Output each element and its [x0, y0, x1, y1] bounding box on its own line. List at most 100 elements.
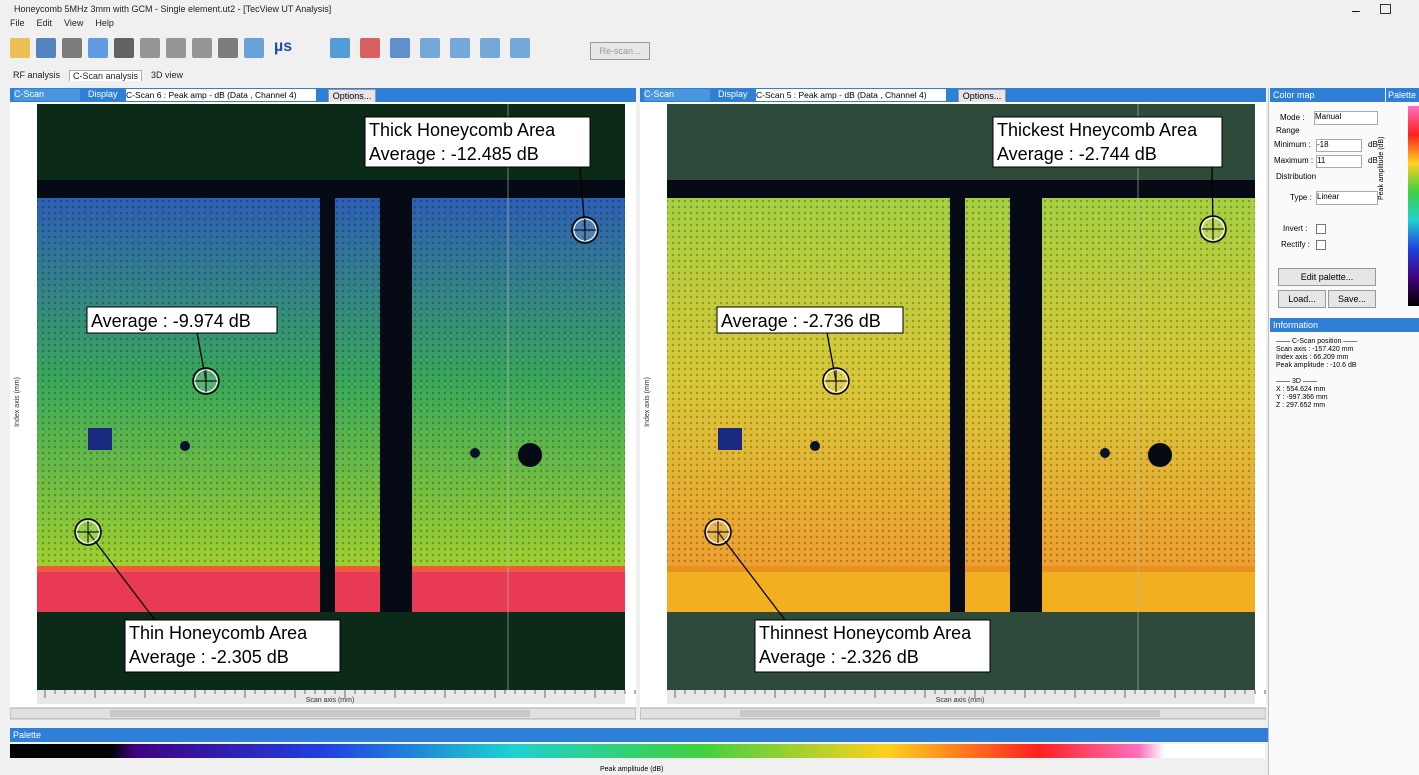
- color-map-label: Range: [1276, 126, 1300, 135]
- toolbar-button[interactable]: [114, 38, 134, 58]
- toolbar: µs Re-scan...: [10, 32, 650, 66]
- toolbar-button[interactable]: [390, 38, 410, 58]
- view-select[interactable]: C-Scan: [644, 89, 710, 101]
- toolbar-button[interactable]: [218, 38, 238, 58]
- tab[interactable]: C-Scan analysis: [69, 70, 142, 81]
- toolbar-button[interactable]: [420, 38, 440, 58]
- display-select[interactable]: C-Scan 5 : Peak amp - dB (Data , Channel…: [756, 89, 946, 101]
- toolbar-button[interactable]: [166, 38, 186, 58]
- stripe: [320, 180, 335, 612]
- information-line: Z : 297.652 mm: [1276, 402, 1325, 409]
- menu-bar: File Edit View Help: [10, 18, 114, 28]
- invert-checkbox[interactable]: [1316, 224, 1326, 234]
- palette-axis-label: Peak amplitude (dB): [1378, 137, 1385, 200]
- color-map-header: Color map: [1270, 88, 1385, 102]
- scrollbar-thumb: [740, 710, 1160, 717]
- toolbar-button[interactable]: [10, 38, 30, 58]
- min-input[interactable]: -18: [1316, 139, 1362, 152]
- defect: [88, 428, 112, 450]
- save-button[interactable]: Save...: [1328, 290, 1376, 308]
- color-map-label: Maximum :: [1274, 156, 1313, 165]
- unit: dB: [1368, 156, 1378, 165]
- information-line: Peak amplitude : -10.6 dB: [1276, 362, 1357, 369]
- annotation-text: Average : -2.326 dB: [759, 647, 919, 667]
- toolbar-button[interactable]: [140, 38, 160, 58]
- toolbar-button[interactable]: [450, 38, 470, 58]
- defect: [180, 441, 190, 451]
- annotation-text: Average : -9.974 dB: [91, 311, 251, 331]
- type-select[interactable]: Linear: [1316, 191, 1378, 205]
- y-axis-label: Index axis (mm): [644, 377, 651, 427]
- color-map-label: Type :: [1290, 193, 1312, 202]
- c-scan-view: Scan axis (mm)Index axis (mm)Thick Honey…: [10, 102, 636, 720]
- defect: [1100, 448, 1110, 458]
- color-map-label: Distribution: [1276, 172, 1316, 181]
- tab[interactable]: 3D view: [148, 70, 186, 81]
- information-line: Y : -997.366 mm: [1276, 394, 1328, 401]
- c-scan-view: Scan axis (mm) Index axis (mm) Thickest Hn…: [640, 102, 1266, 720]
- information-line: Scan axis : -157.420 mm: [1276, 346, 1353, 353]
- menu-item[interactable]: Edit: [37, 18, 53, 28]
- tab-bar: RF analysis C-Scan analysis 3D view: [10, 70, 186, 81]
- app-window: Honeycomb 5MHz 3mm with GCM - Single ele…: [0, 0, 1419, 775]
- toolbar-button[interactable]: [244, 38, 264, 58]
- toolbar-button[interactable]: [510, 38, 530, 58]
- tab[interactable]: RF analysis: [10, 70, 63, 81]
- toolbar-button[interactable]: [480, 38, 500, 58]
- maximize-button[interactable]: [1380, 4, 1391, 14]
- toolbar-button[interactable]: [88, 38, 108, 58]
- display-label: Display: [88, 89, 118, 99]
- annotation-text: Average : -2.305 dB: [129, 647, 289, 667]
- annotation-text: Average : -2.744 dB: [997, 144, 1157, 164]
- view-select[interactable]: C-Scan: [14, 89, 80, 101]
- defect: [810, 441, 820, 451]
- toolbar-button[interactable]: [192, 38, 212, 58]
- load-button[interactable]: Load...: [1278, 290, 1326, 308]
- color-map-label: Rectify :: [1281, 240, 1310, 249]
- max-input[interactable]: 11: [1316, 155, 1362, 168]
- window-title: Honeycomb 5MHz 3mm with GCM - Single ele…: [14, 4, 331, 14]
- color-map-label: Mode :: [1280, 113, 1304, 122]
- information-line: —— 3D ——: [1276, 378, 1317, 385]
- x-axis-label: Scan axis (mm): [306, 697, 355, 704]
- display-select[interactable]: C-Scan 6 : Peak amp - dB (Data , Channel…: [126, 89, 316, 101]
- stripe: [380, 180, 412, 612]
- information-line: Index axis : 66.209 mm: [1276, 354, 1348, 361]
- defect: [1148, 443, 1172, 467]
- information-line: —— C-Scan position ——: [1276, 338, 1357, 345]
- annotation-title: Thin Honeycomb Area: [129, 623, 308, 643]
- menu-item[interactable]: File: [10, 18, 25, 28]
- edit-palette-button[interactable]: Edit palette...: [1278, 268, 1376, 286]
- palette-bar: [1408, 106, 1419, 306]
- options-button[interactable]: Options...: [958, 89, 1006, 103]
- information-line: X : 554.624 mm: [1276, 386, 1325, 393]
- toolbar-units[interactable]: µs: [274, 38, 292, 56]
- mode-select[interactable]: Manual: [1314, 111, 1378, 125]
- annotation-text: Average : -2.736 dB: [721, 311, 881, 331]
- toolbar-button[interactable]: [360, 38, 380, 58]
- annotation-title: Thick Honeycomb Area: [369, 120, 556, 140]
- toolbar-button[interactable]: [36, 38, 56, 58]
- palette-axis-label: Peak amplitude (dB): [600, 766, 663, 773]
- stripe: [1010, 180, 1042, 612]
- minimize-button[interactable]: –: [1352, 2, 1360, 18]
- display-label: Display: [718, 89, 748, 99]
- palette-bar: [10, 744, 1265, 758]
- menu-item[interactable]: Help: [95, 18, 114, 28]
- stripe: [950, 180, 965, 612]
- menu-item[interactable]: View: [64, 18, 83, 28]
- annotation-title: Thickest Hneycomb Area: [997, 120, 1198, 140]
- unit: dB: [1368, 140, 1378, 149]
- information-header: Information: [1270, 318, 1419, 332]
- color-map-label: Invert :: [1283, 224, 1307, 233]
- toolbar-button[interactable]: [62, 38, 82, 58]
- options-button[interactable]: Options...: [328, 89, 376, 103]
- scrollbar-thumb: [110, 710, 530, 717]
- palette-header: Palette: [10, 728, 1268, 742]
- toolbar-button[interactable]: [330, 38, 350, 58]
- rescan-button[interactable]: Re-scan...: [590, 42, 650, 60]
- x-axis-label: Scan axis (mm): [936, 697, 985, 704]
- rectify-checkbox[interactable]: [1316, 240, 1326, 250]
- annotation-text: Average : -12.485 dB: [369, 144, 539, 164]
- palette-header: Palette: [1386, 88, 1419, 102]
